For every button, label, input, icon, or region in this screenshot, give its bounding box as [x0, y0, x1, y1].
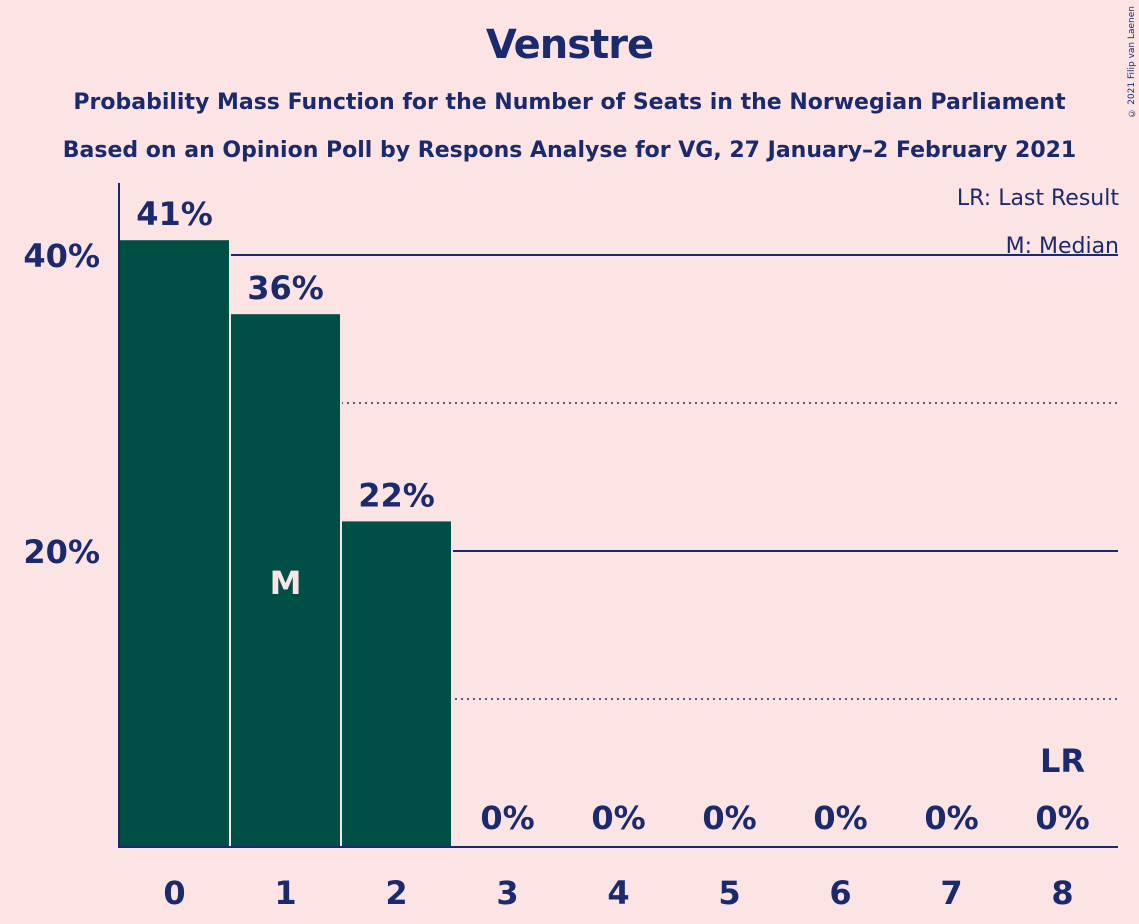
bar-1: [231, 314, 340, 847]
x-tick-label-6: 6: [829, 874, 851, 912]
value-label-5: 0%: [702, 799, 756, 837]
x-tick-label-1: 1: [274, 874, 296, 912]
value-label-0: 41%: [136, 195, 213, 233]
last-result-marker: LR: [1040, 742, 1085, 780]
x-tick-label-0: 0: [163, 874, 185, 912]
x-tick-label-8: 8: [1051, 874, 1073, 912]
value-label-6: 0%: [813, 799, 867, 837]
legend-last-result: LR: Last Result: [956, 186, 1119, 211]
value-label-2: 22%: [358, 476, 435, 514]
x-tick-label-5: 5: [718, 874, 740, 912]
chart-title: Venstre: [485, 22, 654, 68]
value-label-4: 0%: [591, 799, 645, 837]
value-label-7: 0%: [924, 799, 978, 837]
y-tick-label-40: 40%: [23, 237, 100, 275]
x-tick-label-7: 7: [940, 874, 962, 912]
bar-0: [120, 240, 229, 847]
x-tick-label-3: 3: [496, 874, 518, 912]
chart-subtitle-2: Based on an Opinion Poll by Respons Anal…: [62, 138, 1077, 163]
legend-median: M: Median: [1005, 234, 1119, 259]
value-label-8: 0%: [1035, 799, 1089, 837]
bar-2: [342, 521, 451, 847]
value-label-1: 36%: [247, 269, 324, 307]
y-tick-label-20: 20%: [23, 533, 100, 571]
x-tick-label-4: 4: [607, 874, 629, 912]
chart-subtitle-1: Probability Mass Function for the Number…: [73, 90, 1066, 115]
x-tick-label-2: 2: [385, 874, 407, 912]
value-label-3: 0%: [480, 799, 534, 837]
median-marker: M: [270, 564, 302, 602]
